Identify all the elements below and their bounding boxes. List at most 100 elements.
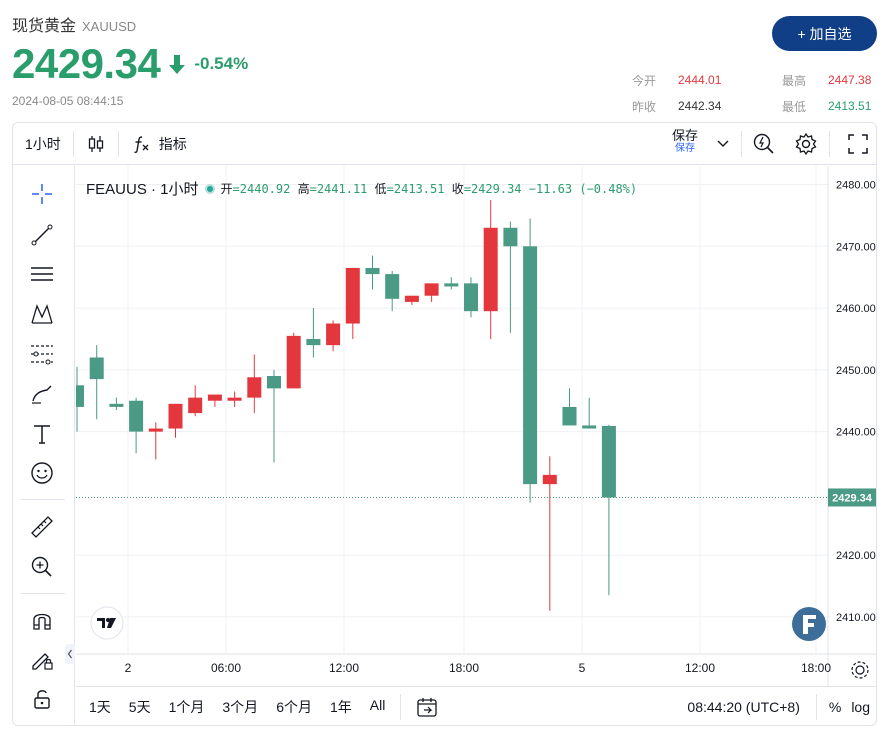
quote-header: 现货黄金 XAUUSD 2429.34 -0.54% 2024-08-05 08… [0,0,889,120]
stats-left: 今开 2444.01 昨收 2442.34 [632,67,736,119]
candle-body [70,385,84,407]
toolbar-divider [72,130,74,157]
legend-high-key: 高 [297,182,310,196]
price-row: 2429.34 -0.54% [12,40,248,88]
toolbar-divider [829,131,830,157]
candle-body [601,425,616,498]
x-tick-label: 18:00 [801,661,831,675]
candle-body [326,323,341,346]
last-price: 2429.34 [12,40,161,87]
interval-button[interactable]: 1小时 [13,123,73,165]
toolbar-divider [117,130,119,157]
candle-body [168,403,183,429]
brush-icon[interactable] [29,381,55,407]
log-toggle[interactable]: log [851,699,870,715]
candle-body [89,357,104,380]
range-button-5[interactable]: 1年 [329,699,352,715]
legend-high: 2441.11 [316,182,368,196]
candle-body [227,397,242,401]
f-badge-icon[interactable] [791,606,827,642]
chevron-left-icon[interactable] [65,644,75,664]
candle-body [562,406,577,426]
candle-body [207,394,222,401]
range-list: 1天 5天 1个月 3个月 6个月 1年 All [76,697,394,717]
function-icon [133,135,149,153]
y-tick-label: 2420.00 [836,550,876,562]
candle-body [267,376,281,389]
add-watchlist-button[interactable]: + 加自选 [772,16,877,51]
horizontal-lines-icon[interactable] [29,261,55,287]
clock-timezone[interactable]: 08:44:20 (UTC+8) [687,699,800,715]
x-tick-label: 06:00 [211,661,241,675]
chart-grid [76,166,828,654]
range-button-0[interactable]: 1天 [89,699,111,715]
title-row: 现货黄金 XAUUSD [12,12,136,36]
range-button-2[interactable]: 1个月 [168,699,205,715]
candle-body [306,338,321,346]
legend-low-key: 低 [374,182,387,196]
x-tick-label: 2 [125,661,132,675]
y-tick-label: 2460.00 [836,303,876,315]
open-label: 今开 [632,73,657,88]
zoom-in-icon[interactable] [29,554,55,580]
axis-settings-icon [855,665,865,675]
save-button[interactable]: 保存 保存 [655,129,715,155]
price-axis: 2480.00 2470.00 2460.00 2450.00 2440.00 2420.… [827,166,876,686]
indicators-button[interactable]: 指标 [119,123,199,165]
range-divider [400,694,402,720]
calendar-goto-icon[interactable] [415,695,439,719]
fib-icon[interactable] [29,341,55,367]
legend-open: 2440.92 [239,182,291,196]
legend-symbol: FEAUUS · 1小时 [86,181,199,198]
range-button-1[interactable]: 5天 [128,699,151,715]
high-label: 最高 [782,73,807,88]
lock-drawing-icon[interactable] [29,646,55,672]
low-value: 2413.51 [828,99,872,113]
trend-line-icon[interactable] [29,222,55,248]
prev-close-label: 昨收 [632,99,657,114]
last-price-label: 2429.34 [832,492,873,504]
y-tick-label: 2470.00 [836,241,876,253]
change-percent: -0.54% [194,54,249,73]
candle-body [365,267,380,275]
candle-body [483,227,498,312]
range-button-6[interactable]: All [369,697,386,713]
indicators-label: 指标 [158,135,187,152]
price-chart[interactable]: 2480.00 2470.00 2460.00 2450.00 2440.00 2420.… [70,166,876,686]
unlock-icon[interactable] [29,686,55,712]
candle-body [188,397,203,414]
pattern-icon[interactable] [29,301,55,327]
y-tick-label: 2450.00 [836,365,876,377]
emoji-icon[interactable] [29,460,55,486]
x-tick-label: 5 [579,661,586,675]
magnet-icon[interactable] [29,607,55,633]
text-icon[interactable] [29,421,55,447]
quote-timestamp: 2024-08-05 08:44:15 [12,94,124,108]
range-button-4[interactable]: 6个月 [276,699,312,715]
legend-open-key: 开 [220,182,233,196]
candle-body [286,335,301,389]
save-label: 保存 [671,128,698,143]
candle-body [464,283,478,312]
candle-body [247,377,262,398]
range-button-3[interactable]: 3个月 [222,699,259,715]
legend-change: −11.63 (−0.48%) [528,182,638,196]
toolbar-divider [741,131,742,157]
candle-body [404,295,419,302]
quick-search-icon[interactable] [751,131,777,157]
chevron-down-icon[interactable] [715,135,731,151]
tradingview-logo-icon[interactable] [90,606,124,640]
interval-label: 1小时 [25,135,61,152]
candle-body [148,428,163,432]
candle-body [129,400,144,432]
ruler-icon[interactable] [29,514,55,540]
prev-close-value: 2442.34 [678,99,722,113]
candle-body [523,246,538,485]
fullscreen-icon[interactable] [845,131,871,157]
candles-layer [70,199,828,611]
chart-type-button[interactable] [74,123,118,165]
crosshair-icon[interactable] [29,181,55,207]
gear-icon[interactable] [793,131,819,157]
candle-body [345,267,360,324]
percent-toggle[interactable]: % [828,699,842,715]
